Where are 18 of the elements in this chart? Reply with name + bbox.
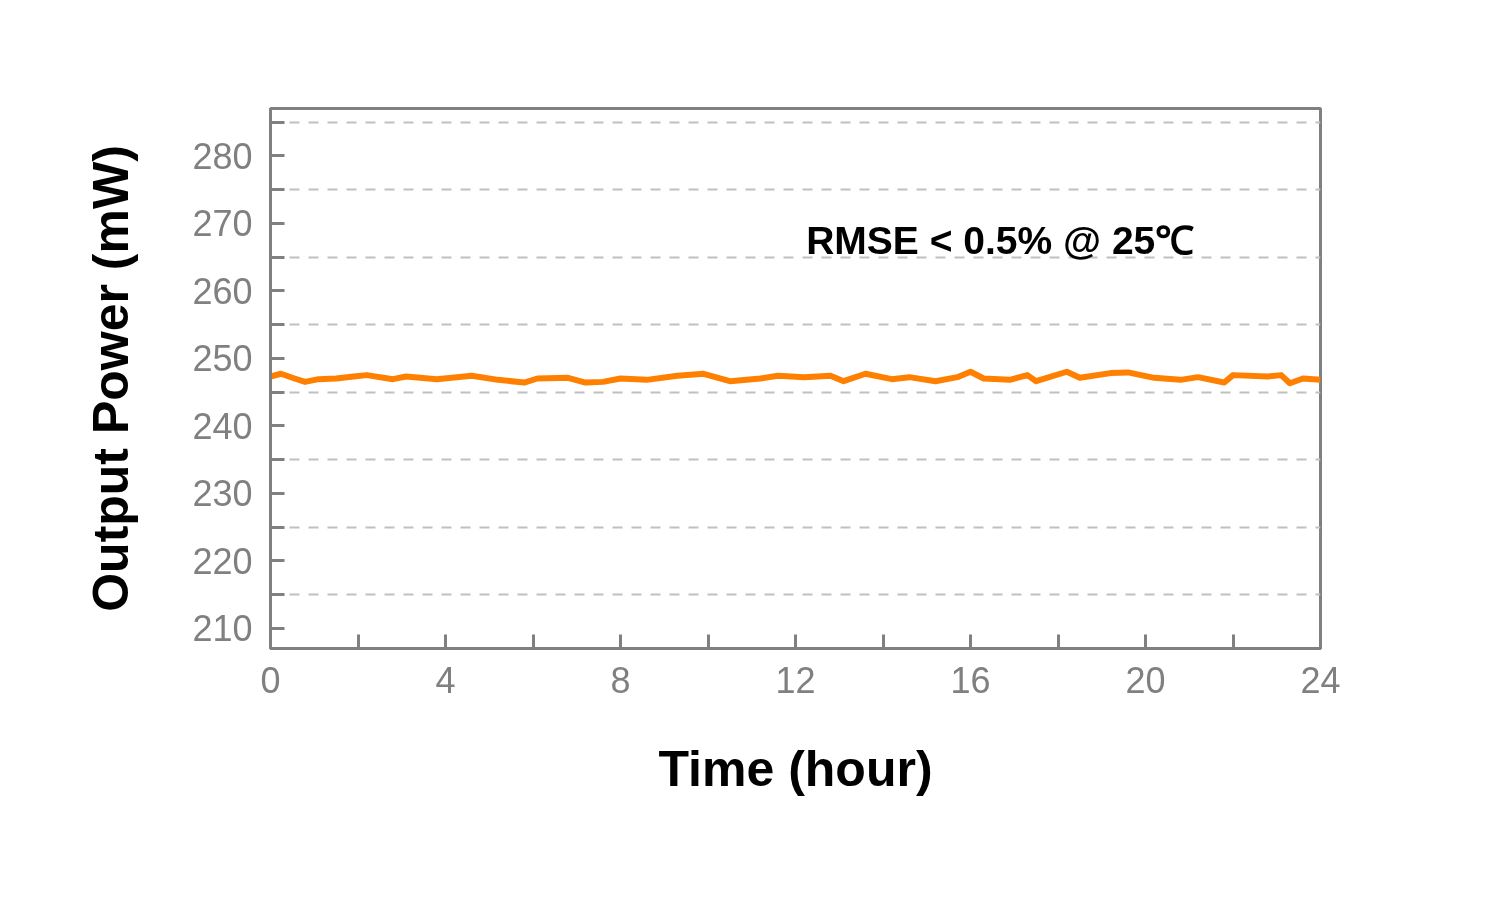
x-tick-label: 0 — [260, 659, 281, 701]
x-tick-label: 16 — [950, 659, 991, 701]
y-tick-label: 210 — [192, 608, 253, 650]
x-tick-label: 12 — [775, 659, 816, 701]
y-tick-label: 270 — [192, 203, 253, 245]
x-tick-label: 20 — [1125, 659, 1166, 701]
y-axis-title: Output Power (mW) — [83, 145, 140, 612]
y-tick-label: 260 — [192, 270, 253, 312]
x-tick-label: 24 — [1300, 659, 1341, 701]
x-tick-label: 8 — [610, 659, 631, 701]
y-tick-label: 240 — [192, 405, 253, 447]
y-tick-label: 230 — [192, 473, 253, 515]
annotation: RMSE < 0.5% @ 25℃ — [806, 219, 1195, 263]
y-tick-label: 280 — [192, 135, 253, 177]
x-tick-label: 4 — [435, 659, 456, 701]
x-axis-title: Time (hour) — [658, 740, 933, 797]
y-tick-label: 220 — [192, 540, 253, 582]
y-tick-label: 250 — [192, 338, 253, 380]
